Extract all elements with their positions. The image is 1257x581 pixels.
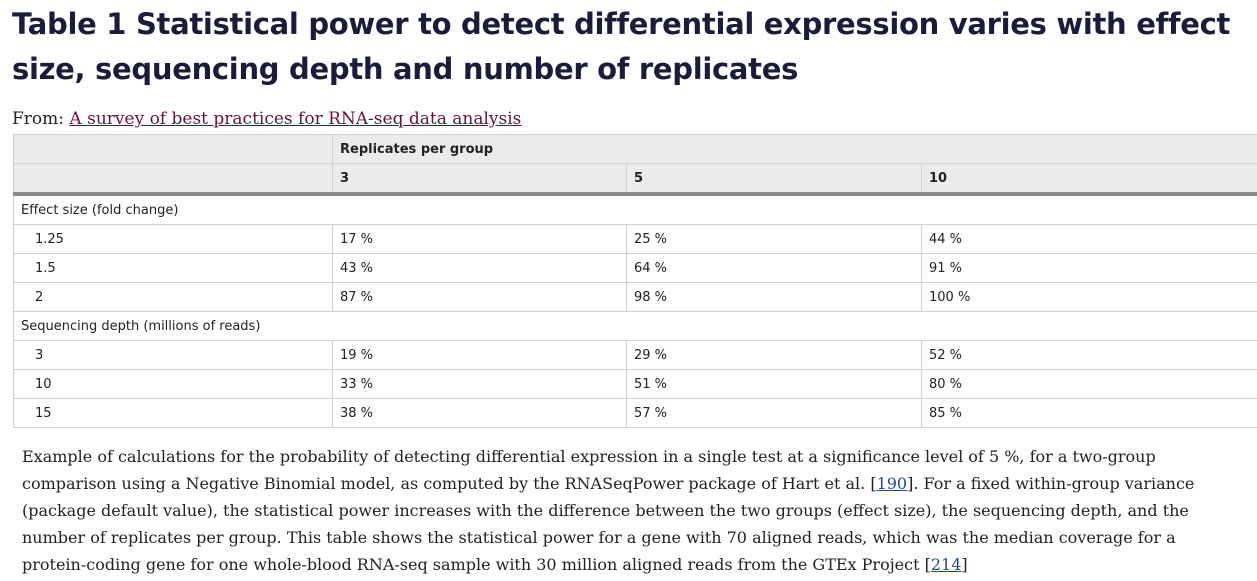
row-label: 15 [13,398,333,428]
table-cell: 100 % [921,282,1257,312]
table-cell: 87 % [332,282,627,312]
reference-link-214[interactable]: 214 [930,555,962,574]
source-line: From: A survey of best practices for RNA… [12,107,521,131]
row-label: 3 [13,340,333,370]
table-row: 15 38 % 57 % 85 % [13,398,1257,428]
section-row-sequencing-depth: Sequencing depth (millions of reads) [13,311,1257,341]
section-label: Effect size (fold change) [13,193,1257,225]
caption-text: ]. For a fixed within-group variance (pa… [22,474,1195,574]
table-cell: 98 % [626,282,922,312]
header-corner-cell [13,134,333,164]
table-cell: 38 % [332,398,627,428]
source-article-link[interactable]: A survey of best practices for RNA-seq d… [69,109,522,129]
section-row-effect-size: Effect size (fold change) [13,193,1257,225]
table-row: 10 33 % 51 % 80 % [13,369,1257,399]
table-row: 2 87 % 98 % 100 % [13,282,1257,312]
header-corner-cell [13,163,333,196]
table-row: 1.5 43 % 64 % 91 % [13,253,1257,283]
column-header: 3 [332,163,627,196]
table-caption: Example of calculations for the probabil… [22,443,1232,578]
reference-link-190[interactable]: 190 [876,474,908,493]
table-cell: 19 % [332,340,627,370]
table-cell: 91 % [921,253,1257,283]
table-cell: 64 % [626,253,922,283]
page-title: Table 1 Statistical power to detect diff… [12,7,1231,86]
replicates-group-header: Replicates per group [332,134,1257,164]
table-cell: 51 % [626,369,922,399]
table-row: 1.25 17 % 25 % 44 % [13,224,1257,254]
table-cell: 43 % [332,253,627,283]
row-label: 1.5 [13,253,333,283]
column-header: 10 [921,163,1257,196]
from-label: From: [12,109,65,129]
row-label: 2 [13,282,333,312]
row-label: 10 [13,369,333,399]
caption-text: ] [961,555,968,574]
table-cell: 52 % [921,340,1257,370]
table-cell: 80 % [921,369,1257,399]
header-row-group: Replicates per group [13,134,1257,164]
header-row-columns: 3 5 10 [13,163,1257,196]
row-label: 1.25 [13,224,333,254]
column-header: 5 [626,163,922,196]
power-table: Replicates per group 3 5 10 Effect size … [13,134,1257,428]
table-cell: 25 % [626,224,922,254]
table-cell: 33 % [332,369,627,399]
table-cell: 44 % [921,224,1257,254]
table-cell: 57 % [626,398,922,428]
caption-text: Example of calculations for the probabil… [22,447,1156,493]
table-cell: 17 % [332,224,627,254]
section-label: Sequencing depth (millions of reads) [13,311,1257,341]
table-row: 3 19 % 29 % 52 % [13,340,1257,370]
table-cell: 85 % [921,398,1257,428]
table-cell: 29 % [626,340,922,370]
